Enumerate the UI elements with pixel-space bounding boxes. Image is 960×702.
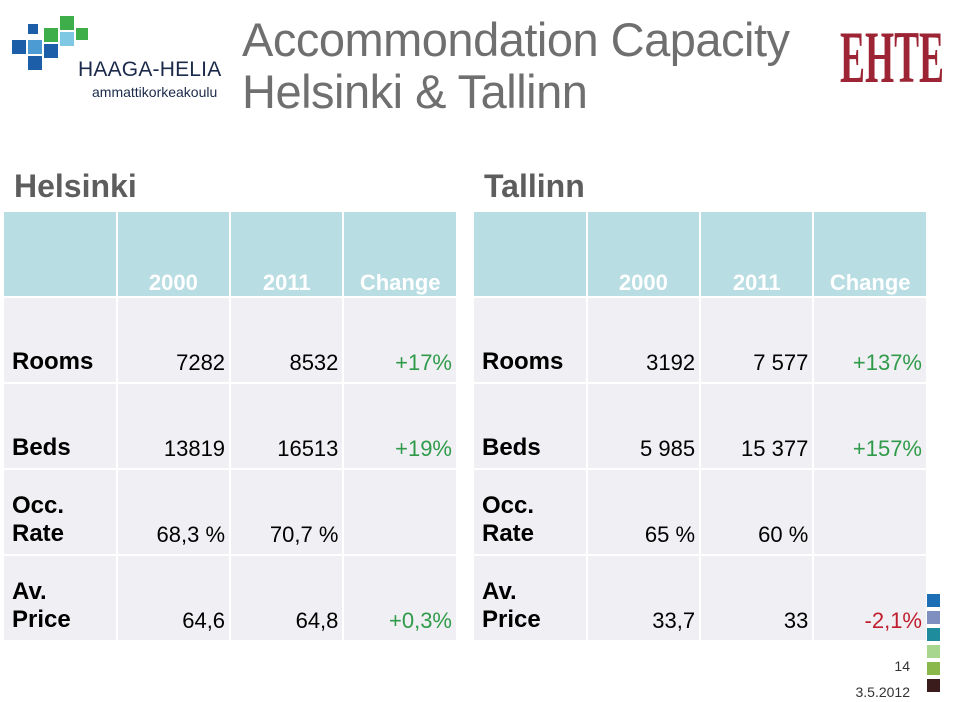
title-line-2: Helsinki & Tallinn (242, 65, 588, 118)
value-2000: 33,7 (587, 556, 700, 640)
value-change: +0,3% (344, 556, 456, 640)
square-icon (927, 628, 940, 641)
row-label: Av. Price (474, 556, 586, 640)
helsinki-col-2000: 2000 (117, 212, 230, 296)
helsinki-heading: Helsinki (14, 168, 137, 204)
tallinn-heading: Tallinn (484, 168, 585, 204)
value-2000: 64,6 (117, 556, 230, 640)
value-2011: 60 % (701, 470, 813, 554)
slide-title: Accommondation Capacity Helsinki & Talli… (242, 14, 790, 118)
value-change: +17% (344, 298, 456, 382)
square-icon (927, 645, 940, 658)
row-label: Beds (4, 384, 116, 468)
value-2000: 3192 (587, 298, 700, 382)
row-label: Av. Price (4, 556, 116, 640)
table-row: Beds 5 985 15 377 +157% (474, 384, 926, 468)
square-icon (927, 594, 940, 607)
row-label: Beds (474, 384, 586, 468)
slide-date: 3.5.2012 (855, 684, 911, 700)
decorative-color-squares (927, 594, 940, 696)
square-icon (927, 611, 940, 624)
square-icon (927, 662, 940, 675)
value-change (344, 470, 456, 554)
value-2011: 7 577 (701, 298, 813, 382)
table-row: Occ. Rate 68,3 % 70,7 % (4, 470, 456, 554)
square-icon (927, 679, 940, 692)
value-change: -2,1% (814, 556, 926, 640)
value-2011: 70,7 % (231, 470, 343, 554)
table-row: Rooms 3192 7 577 +137% (474, 298, 926, 382)
helsinki-col-change: Change (344, 212, 456, 296)
logo-name: HAAGA-HELIA (78, 58, 222, 81)
tallinn-table: 2000 2011 Change Rooms 3192 7 577 +137% … (472, 210, 928, 642)
value-2000: 68,3 % (117, 470, 230, 554)
table-row: Rooms 7282 8532 +17% (4, 298, 456, 382)
haaga-helia-logo: HAAGA-HELIA ammattikorkeakoulu (8, 14, 238, 104)
logo-subtitle: ammattikorkeakoulu (92, 84, 218, 100)
value-2000: 65 % (587, 470, 700, 554)
value-2011: 64,8 (231, 556, 343, 640)
table-row: Occ. Rate 65 % 60 % (474, 470, 926, 554)
page-number: 14 (894, 658, 910, 674)
header-empty-cell (4, 212, 116, 296)
row-label: Occ. Rate (4, 470, 116, 554)
helsinki-table: 2000 2011 Change Rooms 7282 8532 +17% Be… (2, 210, 458, 642)
helsinki-col-2011: 2011 (231, 212, 343, 296)
value-2000: 5 985 (587, 384, 700, 468)
value-2011: 16513 (231, 384, 343, 468)
value-change: +157% (814, 384, 926, 468)
table-row: Beds 13819 16513 +19% (4, 384, 456, 468)
header-empty-cell (474, 212, 586, 296)
ehte-logo: EHTE (840, 17, 944, 99)
value-2011: 8532 (231, 298, 343, 382)
tallinn-col-change: Change (814, 212, 926, 296)
value-change: +19% (344, 384, 456, 468)
value-2011: 15 377 (701, 384, 813, 468)
value-change: +137% (814, 298, 926, 382)
value-change (814, 470, 926, 554)
value-2000: 13819 (117, 384, 230, 468)
row-label: Rooms (4, 298, 116, 382)
row-label: Rooms (474, 298, 586, 382)
value-2011: 33 (701, 556, 813, 640)
tallinn-header-row: 2000 2011 Change (474, 212, 926, 296)
row-label: Occ. Rate (474, 470, 586, 554)
helsinki-header-row: 2000 2011 Change (4, 212, 456, 296)
value-2000: 7282 (117, 298, 230, 382)
tallinn-col-2011: 2011 (701, 212, 813, 296)
table-row: Av. Price 64,6 64,8 +0,3% (4, 556, 456, 640)
tallinn-col-2000: 2000 (587, 212, 700, 296)
ehte-logo-text: EHTE (840, 17, 944, 99)
table-row: Av. Price 33,7 33 -2,1% (474, 556, 926, 640)
title-line-1: Accommondation Capacity (242, 13, 790, 66)
